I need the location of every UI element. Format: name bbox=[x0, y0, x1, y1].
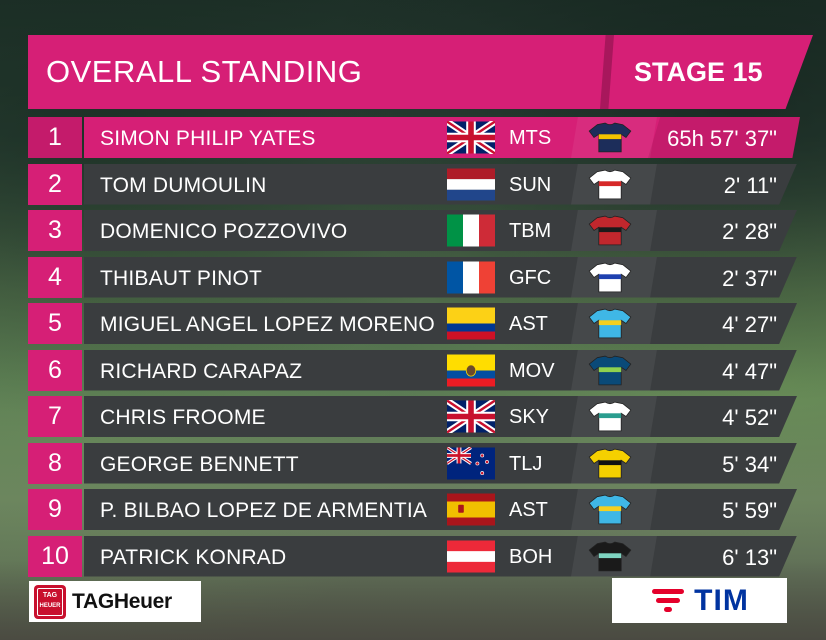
time-gap: 5' 59" bbox=[722, 498, 777, 523]
standings-row: 6 RICHARD CARAPAZ MOV 4' 47" bbox=[28, 349, 813, 391]
standings-row: 7 CHRIS FROOME SKY 4' 52" bbox=[28, 396, 813, 437]
tim-wordmark: TIM bbox=[694, 583, 749, 617]
sky-jersey-icon bbox=[586, 400, 634, 433]
header-divider bbox=[600, 35, 614, 109]
standings-row: 2 TOM DUMOULIN SUN 2' 11" bbox=[28, 163, 813, 205]
team-code: MTS bbox=[509, 127, 552, 149]
rider-name: MIGUEL ANGEL LOPEZ MORENO bbox=[100, 313, 435, 336]
bahrain-jersey-icon bbox=[586, 214, 634, 247]
nl-flag bbox=[447, 168, 495, 201]
lottonl-jersey-icon bbox=[586, 447, 634, 480]
team-code: AST bbox=[509, 313, 548, 335]
time-gap: 4' 47" bbox=[722, 358, 777, 384]
mitchelton-jersey-icon bbox=[586, 121, 634, 154]
nz-flag bbox=[447, 446, 495, 480]
astana-jersey-icon bbox=[586, 493, 634, 526]
it-flag bbox=[447, 214, 495, 247]
rider-name: SIMON PHILIP YATES bbox=[100, 127, 316, 150]
team-code: SKY bbox=[509, 406, 550, 428]
rider-name: DOMENICO POZZOVIVO bbox=[100, 220, 348, 243]
tagheuer-wordmark: TAGHeuer bbox=[72, 589, 172, 613]
team-code: BOH bbox=[509, 545, 553, 568]
gb-flag bbox=[447, 121, 495, 154]
standings-row: 8 GEORGE BENNETT TLJ 5' 34" bbox=[28, 442, 813, 484]
team-code: TLJ bbox=[509, 452, 543, 475]
row-bar bbox=[84, 489, 797, 530]
time-gap: 2' 28" bbox=[722, 219, 777, 244]
rank-number: 10 bbox=[28, 535, 82, 577]
rank-number: 2 bbox=[28, 163, 82, 205]
team-code: MOV bbox=[509, 359, 555, 382]
standings-row: 3 DOMENICO POZZOVIVO TBM 2' 28" bbox=[28, 210, 813, 251]
leader-time-box bbox=[648, 117, 800, 158]
time-gap: 65h 57' 37" bbox=[667, 126, 777, 151]
rank-number: 6 bbox=[28, 349, 82, 391]
gb-flag bbox=[447, 400, 495, 433]
fdj-jersey-icon bbox=[586, 261, 634, 294]
time-gap: 2' 11" bbox=[723, 172, 777, 198]
row-bar bbox=[84, 163, 797, 205]
time-gap: 2' 37" bbox=[722, 265, 777, 291]
rider-name: RICHARD CARAPAZ bbox=[100, 359, 303, 383]
at-flag bbox=[447, 540, 495, 573]
standings-header: OVERALL STANDING STAGE 15 bbox=[28, 35, 813, 109]
time-gap: 4' 52" bbox=[722, 405, 777, 430]
row-bar bbox=[84, 535, 797, 577]
standings-row: 10 PATRICK KONRAD BOH 6' 13" bbox=[28, 535, 813, 577]
rank-number: 3 bbox=[28, 210, 82, 251]
tim-mark-icon bbox=[650, 586, 686, 616]
rank-number: 7 bbox=[28, 396, 82, 437]
standings-row: 9 P. BILBAO LOPEZ DE ARMENTIA AST 5' 59" bbox=[28, 489, 813, 530]
rider-name: P. BILBAO LOPEZ DE ARMENTIA bbox=[100, 499, 428, 522]
co-flag bbox=[447, 307, 495, 340]
standings-row: 1 SIMON PHILIP YATES MTS 65h 57' 37" bbox=[28, 117, 813, 158]
rank-number: 9 bbox=[28, 489, 82, 530]
tim-logo: TIM bbox=[612, 578, 787, 623]
movistar-jersey-icon bbox=[586, 354, 634, 387]
row-bar bbox=[84, 303, 797, 344]
tagheuer-logo: TAG HEUER TAGHeuer bbox=[29, 581, 201, 622]
team-code: GFC bbox=[509, 266, 552, 289]
standings-row: 4 THIBAUT PINOT GFC 2' 37" bbox=[28, 256, 813, 298]
standings-title: OVERALL STANDING bbox=[46, 54, 363, 89]
ec-flag bbox=[447, 354, 495, 387]
tagheuer-shield-icon: TAG HEUER bbox=[34, 584, 66, 619]
rider-name: THIBAUT PINOT bbox=[100, 266, 263, 290]
row-bar bbox=[84, 210, 797, 251]
team-code: TBM bbox=[509, 220, 552, 242]
row-bar bbox=[84, 396, 797, 437]
standings-row: 5 MIGUEL ANGEL LOPEZ MORENO AST 4' 27" bbox=[28, 303, 813, 344]
row-bar bbox=[84, 349, 797, 391]
stage-label: STAGE 15 bbox=[634, 57, 763, 87]
astana-jersey-icon bbox=[586, 307, 634, 340]
rider-name: GEORGE BENNETT bbox=[100, 452, 299, 476]
team-code: SUN bbox=[509, 173, 552, 196]
rank-number: 1 bbox=[28, 117, 82, 158]
rider-name: CHRIS FROOME bbox=[100, 406, 266, 429]
standings-board: OVERALL STANDING STAGE 15 1 SIMON PHILIP … bbox=[28, 35, 813, 577]
rank-number: 4 bbox=[28, 256, 82, 298]
time-gap: 4' 27" bbox=[722, 312, 777, 337]
row-bar bbox=[84, 256, 797, 298]
sunweb-jersey-icon bbox=[586, 168, 634, 201]
time-gap: 6' 13" bbox=[722, 544, 777, 570]
bora-jersey-icon bbox=[586, 540, 634, 573]
fr-flag bbox=[447, 261, 495, 294]
rank-number: 5 bbox=[28, 303, 82, 344]
es-flag bbox=[447, 493, 495, 526]
rider-name: PATRICK KONRAD bbox=[100, 545, 287, 569]
rider-name: TOM DUMOULIN bbox=[100, 173, 267, 197]
time-gap: 5' 34" bbox=[722, 451, 777, 477]
row-bar bbox=[84, 442, 797, 484]
rank-number: 8 bbox=[28, 442, 82, 484]
team-code: AST bbox=[509, 499, 548, 521]
